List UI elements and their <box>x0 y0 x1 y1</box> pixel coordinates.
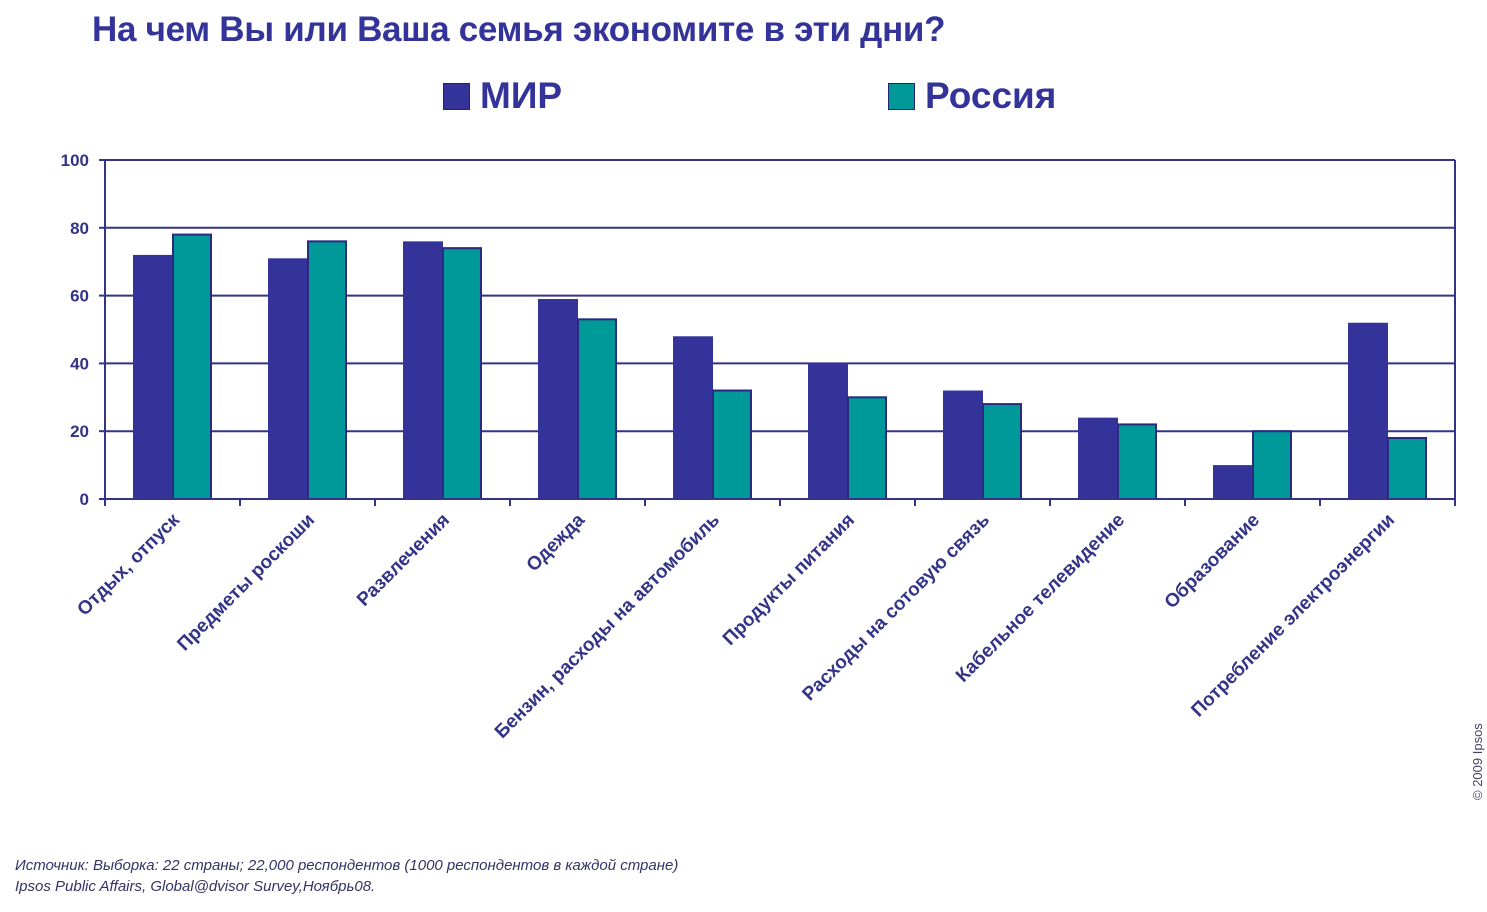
y-tick-label: 40 <box>70 354 89 373</box>
x-category-label: Бензин, расходы на автомобиль <box>491 510 724 743</box>
y-tick-label: 0 <box>80 490 89 509</box>
x-category-label: Одежда <box>523 509 590 576</box>
legend-swatch-russia <box>888 82 915 110</box>
x-category-label: Отдых, отпуск <box>73 509 184 620</box>
bar-world-1 <box>268 258 308 499</box>
bar-world-9 <box>1348 322 1388 499</box>
bar-world-5 <box>808 363 848 499</box>
chart-title: На чем Вы или Ваша семья экономите в эти… <box>92 10 946 49</box>
bar-russia-7 <box>1117 423 1157 501</box>
bar-russia-9 <box>1387 436 1427 501</box>
legend-label-world: МИР <box>480 75 563 116</box>
bar-russia-6 <box>982 403 1022 500</box>
bar-russia-3 <box>577 318 617 500</box>
bar-world-6 <box>943 390 983 499</box>
bar-world-3 <box>538 298 578 499</box>
bar-world-2 <box>403 241 443 500</box>
bar-world-4 <box>673 336 713 499</box>
x-category-label: Предметы роскоши <box>173 510 319 656</box>
bar-russia-4 <box>712 389 752 500</box>
y-tick-label: 60 <box>70 287 89 306</box>
source-note: Источник: Выборка: 22 страны; 22,000 рес… <box>15 855 678 897</box>
x-category-label: Образование <box>1161 510 1264 613</box>
legend-item-world: МИР <box>443 76 562 116</box>
bar-russia-8 <box>1252 430 1292 501</box>
bar-russia-0 <box>172 233 212 501</box>
y-tick-label: 80 <box>70 219 89 238</box>
source-line-1: Источник: Выборка: 22 страны; 22,000 рес… <box>15 857 679 874</box>
bar-world-0 <box>133 254 173 499</box>
bar-russia-2 <box>442 247 482 500</box>
y-tick-label: 100 <box>61 151 89 170</box>
x-category-label: Продукты питания <box>719 510 859 650</box>
bar-world-8 <box>1213 465 1253 499</box>
legend-item-russia: Россия <box>888 76 1056 116</box>
y-tick-label: 20 <box>70 422 89 441</box>
bar-russia-5 <box>847 396 887 500</box>
legend-swatch-world <box>443 82 470 110</box>
copyright-text: © 2009 Ipsos <box>1470 723 1485 800</box>
legend-label-russia: Россия <box>925 75 1057 116</box>
x-category-label: Развлечения <box>353 510 454 611</box>
bar-russia-1 <box>307 240 347 501</box>
source-line-2: Ipsos Public Affairs, Global@dvisor Surv… <box>15 878 376 895</box>
bar-world-7 <box>1078 417 1118 499</box>
